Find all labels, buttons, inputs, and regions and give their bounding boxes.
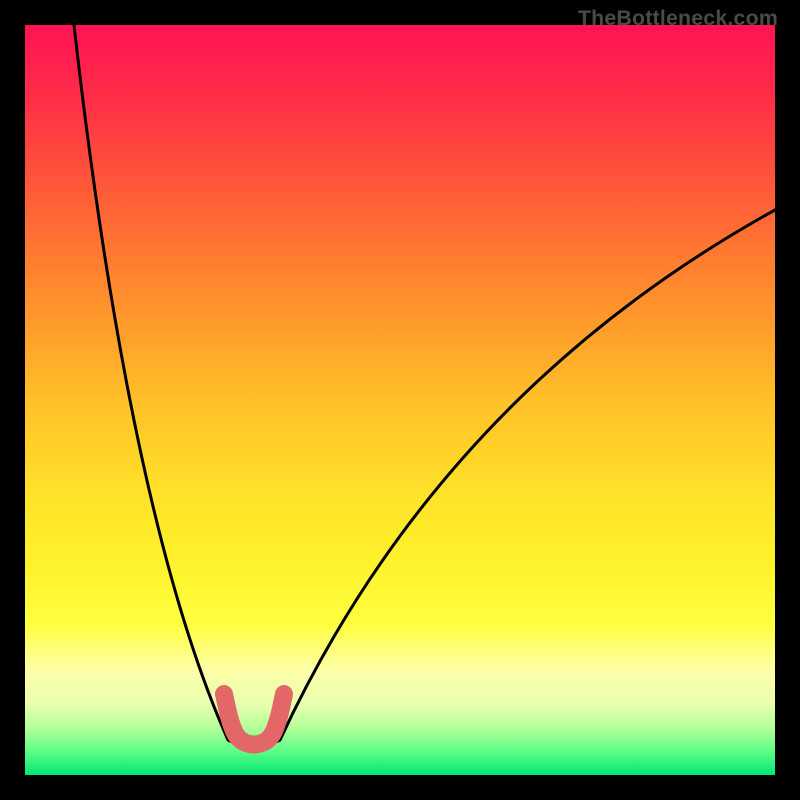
chart-frame: TheBottleneck.com bbox=[0, 0, 800, 800]
bottleneck-chart bbox=[0, 0, 800, 800]
watermark-text: TheBottleneck.com bbox=[578, 6, 778, 31]
gradient-background bbox=[25, 25, 775, 775]
